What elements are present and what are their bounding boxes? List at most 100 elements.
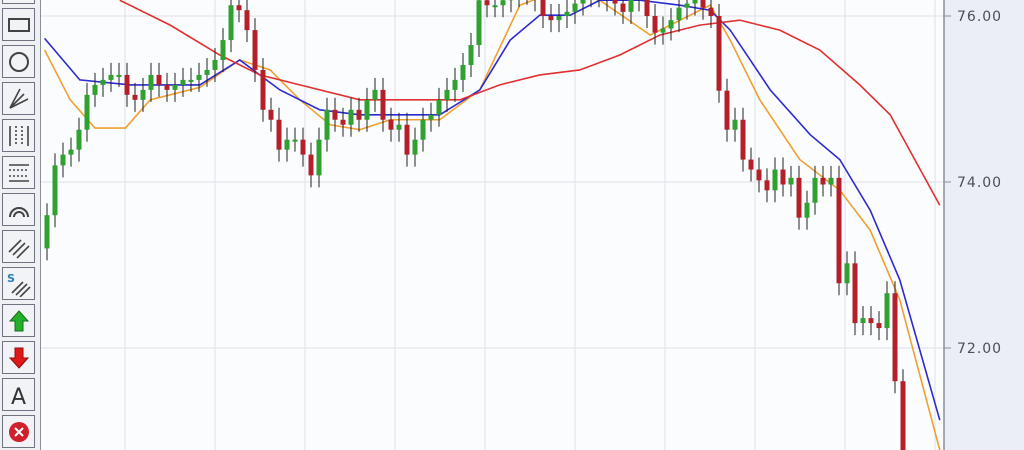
candle bbox=[500, 0, 506, 18]
candle-body bbox=[212, 59, 218, 70]
candle-body bbox=[644, 0, 650, 16]
pointer-icon bbox=[6, 0, 32, 1]
candle-body bbox=[660, 28, 666, 33]
candle-body bbox=[260, 69, 266, 110]
delete-tool-button[interactable] bbox=[2, 415, 35, 448]
candle-body bbox=[436, 99, 442, 115]
candle bbox=[196, 62, 202, 92]
candle-body bbox=[820, 177, 826, 185]
candle-body bbox=[804, 202, 810, 218]
candle bbox=[76, 117, 82, 162]
candle bbox=[836, 165, 842, 296]
arc-tool-button[interactable] bbox=[2, 193, 35, 226]
sell-arrow-tool-button[interactable] bbox=[2, 341, 35, 374]
candle-body bbox=[676, 7, 682, 21]
candle bbox=[844, 251, 850, 296]
candle bbox=[164, 72, 170, 102]
svg-text:S: S bbox=[7, 272, 15, 285]
candle-body bbox=[76, 129, 82, 150]
candle-body bbox=[732, 119, 738, 130]
candle bbox=[124, 62, 130, 107]
red-x-circle-icon bbox=[8, 421, 29, 442]
buy-arrow-tool-button[interactable] bbox=[2, 304, 35, 337]
candle bbox=[180, 67, 186, 97]
candle bbox=[580, 0, 586, 16]
candle bbox=[644, 0, 650, 28]
candle bbox=[292, 127, 298, 152]
candle-body bbox=[180, 79, 186, 85]
candle bbox=[276, 107, 282, 162]
candle bbox=[628, 0, 634, 24]
candle-body bbox=[60, 154, 66, 166]
candle bbox=[268, 97, 274, 132]
candle bbox=[788, 165, 794, 197]
candle-body bbox=[276, 119, 282, 150]
rectangle-tool-button[interactable] bbox=[2, 8, 35, 41]
price-axis[interactable]: 76.00 74.00 72.00 bbox=[957, 9, 1002, 357]
candle-body bbox=[740, 119, 746, 160]
candle-body bbox=[708, 7, 714, 16]
candle bbox=[388, 107, 394, 142]
fan-tool-button[interactable] bbox=[2, 82, 35, 115]
candle-body bbox=[476, 0, 482, 46]
candle bbox=[660, 16, 666, 45]
fan-lines-icon bbox=[8, 88, 28, 109]
parallel-channel-tool-button[interactable] bbox=[2, 230, 35, 263]
candle bbox=[468, 33, 474, 77]
candle-body bbox=[700, 0, 706, 8]
candle-body bbox=[324, 109, 330, 140]
s-channel-tool-button[interactable]: S bbox=[2, 267, 35, 300]
candle-body bbox=[148, 74, 154, 90]
horizontal-grid-tool-button[interactable] bbox=[2, 156, 35, 189]
candle bbox=[668, 8, 674, 41]
candle-body bbox=[404, 124, 410, 155]
candle-body bbox=[84, 94, 90, 130]
candle bbox=[590, 0, 592, 8]
candle-body bbox=[356, 109, 362, 120]
candlestick-chart[interactable]: 76.00 74.00 72.00 bbox=[41, 0, 1024, 450]
candle-body bbox=[220, 40, 226, 60]
candle bbox=[244, 0, 250, 43]
candle bbox=[526, 0, 528, 5]
parallel-lines-icon bbox=[7, 238, 30, 259]
candle bbox=[708, 0, 714, 28]
candle bbox=[324, 97, 330, 152]
candle-body bbox=[852, 263, 858, 324]
ma-mid-line bbox=[43, 0, 941, 421]
candle bbox=[252, 18, 258, 82]
candle bbox=[756, 157, 762, 193]
ellipse-tool-button[interactable] bbox=[2, 45, 35, 78]
candle-body bbox=[772, 169, 778, 191]
candle bbox=[364, 87, 370, 132]
candle bbox=[764, 168, 770, 203]
candle-body bbox=[116, 74, 122, 77]
candle-body bbox=[268, 109, 274, 120]
text-tool-button[interactable]: A bbox=[2, 378, 35, 411]
vertical-grid-tool-button[interactable] bbox=[2, 119, 35, 152]
candle-body bbox=[412, 139, 418, 155]
candle bbox=[820, 165, 826, 197]
candle-body bbox=[892, 293, 898, 382]
candle-body bbox=[548, 16, 554, 21]
candle-body bbox=[316, 139, 322, 176]
candle-body bbox=[684, 3, 690, 8]
vertical-dotted-lines-icon bbox=[8, 125, 29, 146]
pointer-tool-button[interactable] bbox=[2, 0, 35, 4]
candle bbox=[804, 190, 810, 230]
candle bbox=[518, 0, 520, 8]
candle-body bbox=[836, 177, 842, 284]
candle-body bbox=[52, 165, 58, 216]
candle-body bbox=[828, 177, 834, 185]
candle bbox=[812, 165, 818, 215]
candle bbox=[284, 127, 290, 162]
candle-body bbox=[668, 20, 674, 29]
candle bbox=[700, 0, 706, 20]
candle-body bbox=[796, 177, 802, 218]
candle-body bbox=[612, 0, 618, 4]
candle bbox=[356, 97, 362, 132]
y-tick-label: 72.00 bbox=[957, 341, 1002, 357]
candle bbox=[404, 112, 410, 167]
candle-body bbox=[652, 16, 658, 33]
candle-body bbox=[44, 215, 50, 249]
